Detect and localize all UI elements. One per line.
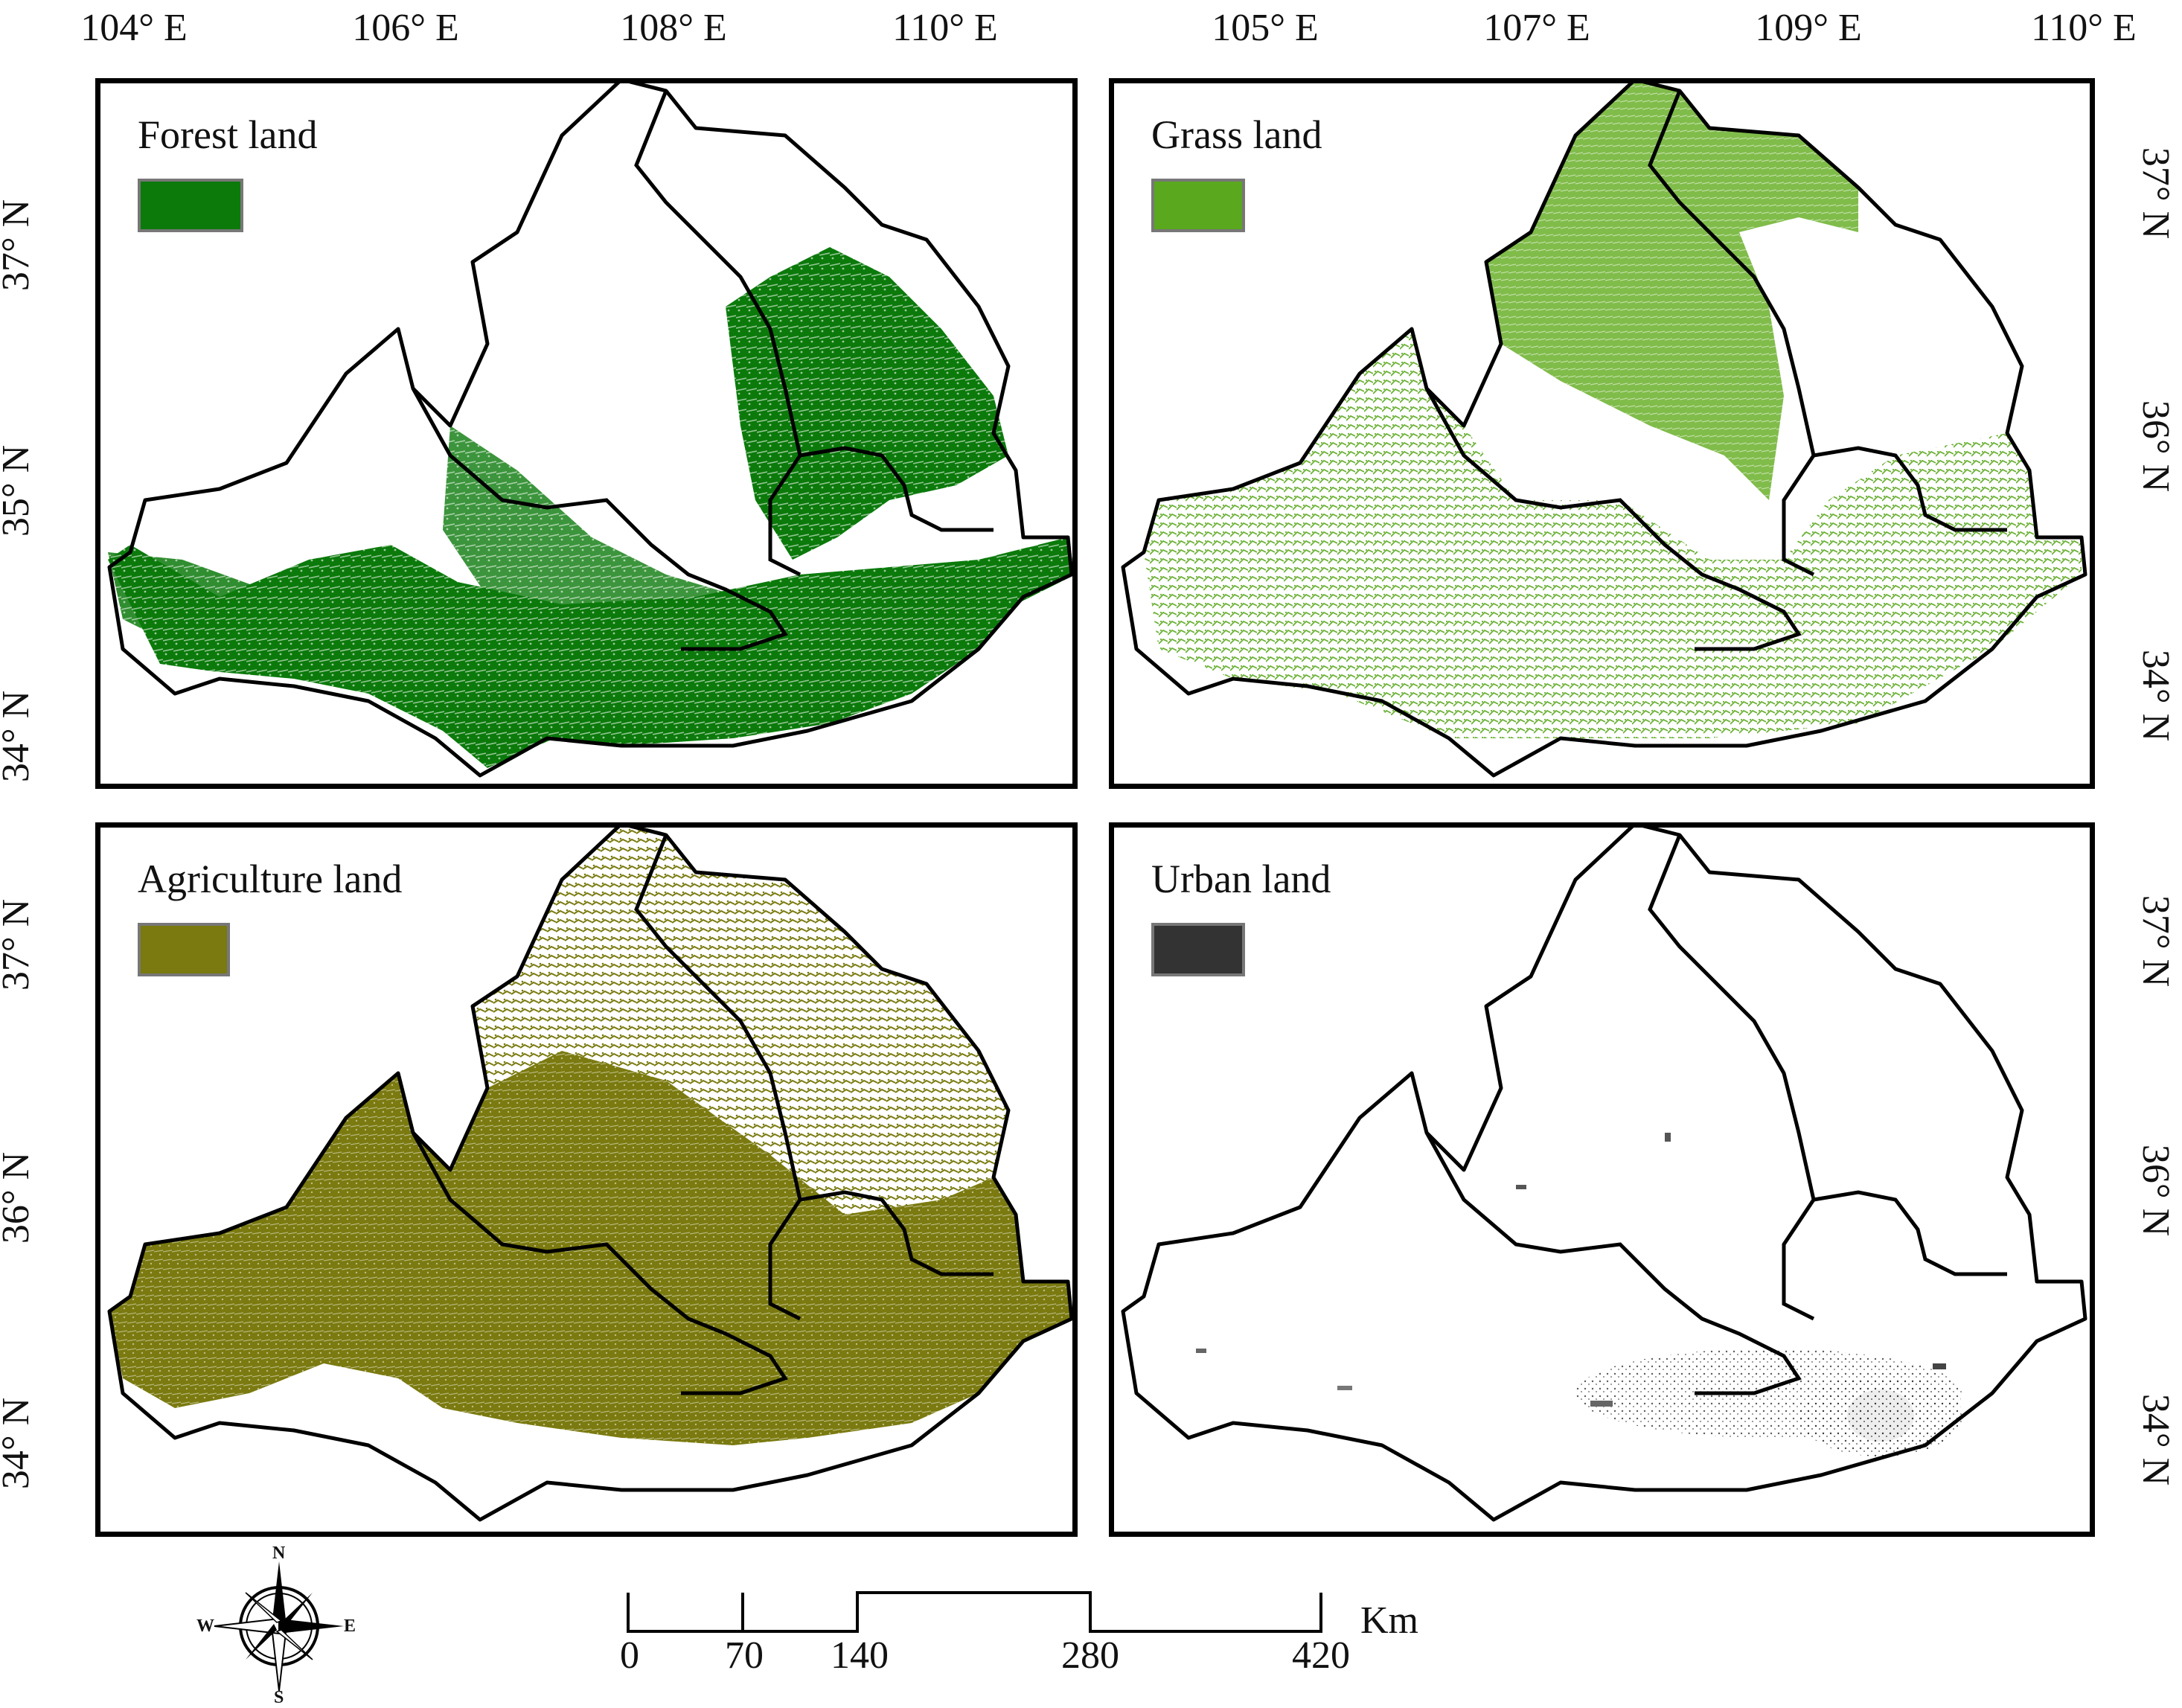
panel-title-agriculture: Agriculture land — [138, 857, 403, 901]
urban-dot-5 — [1665, 1133, 1671, 1142]
sub-basin-line-3 — [1813, 446, 2007, 532]
panel-agriculture-land: Agriculture land — [95, 822, 1078, 1537]
urban-dot-3 — [1337, 1386, 1352, 1390]
sub-basin-line-2 — [411, 1131, 788, 1395]
lat-label-right-34-top: 34° N — [2134, 649, 2178, 742]
basin-boundary — [107, 828, 1072, 1522]
panel-title-urban: Urban land — [1151, 857, 1331, 901]
urban-cluster-xian-halo — [1799, 1375, 1962, 1456]
panel-urban-land: Urban land — [1109, 822, 2095, 1537]
sub-basin-line-1 — [1648, 90, 1816, 577]
forest-swatch — [138, 179, 243, 232]
forest-patch-central — [443, 426, 740, 634]
basin-boundary — [1121, 83, 2087, 778]
sub-basin-line-2 — [411, 387, 788, 651]
lon-label-105: 105° E — [1212, 7, 1319, 49]
forest-patch-east — [726, 247, 1008, 560]
lat-label-left-37-top: 37° N — [0, 199, 38, 292]
forest-patch-west — [108, 552, 264, 649]
urban-dot-4 — [1516, 1185, 1526, 1189]
scale-tick-420: 420 — [1292, 1634, 1350, 1677]
agriculture-map — [107, 828, 1072, 1522]
lon-label-104: 104° E — [80, 7, 188, 49]
compass-w: W — [196, 1616, 214, 1636]
lon-label-106: 106° E — [352, 7, 459, 49]
lat-label-right-36-top: 36° N — [2134, 400, 2178, 493]
scale-tick-140: 140 — [831, 1634, 889, 1677]
lon-label-110: 110° E — [892, 7, 998, 49]
lon-label-107: 107° E — [1483, 7, 1590, 49]
sub-basin-line-1 — [634, 834, 802, 1321]
lon-label-110-right: 110° E — [2031, 7, 2137, 49]
lat-label-left-36-bottom: 36° N — [0, 1152, 38, 1244]
scale-unit: Km — [1360, 1599, 1418, 1642]
grass-region-north — [1486, 83, 1858, 500]
urban-swatch — [1151, 923, 1245, 976]
grass-swatch — [1151, 179, 1245, 232]
sub-basin-line-2 — [1424, 387, 1802, 651]
urban-dot-2 — [1590, 1401, 1613, 1407]
lat-label-right-34-bottom: 34° N — [2134, 1393, 2178, 1486]
lat-label-left-34-top: 34° N — [0, 691, 38, 783]
panel-grass-land: Grass land — [1109, 78, 2095, 789]
urban-dot-1 — [1933, 1363, 1946, 1369]
urban-dot-6 — [1196, 1349, 1206, 1353]
sub-basin-line-3 — [1813, 1190, 2007, 1276]
compass-n: N — [272, 1544, 286, 1563]
scale-tick-70: 70 — [725, 1634, 764, 1677]
sub-basin-line-1 — [634, 90, 802, 577]
sub-basin-line-3 — [799, 446, 994, 532]
agriculture-light-area — [473, 828, 1023, 1282]
basin-boundary — [107, 83, 1072, 778]
scale-tick-280: 280 — [1061, 1634, 1119, 1677]
forest-map — [107, 83, 1072, 778]
sub-basin-line-1 — [1648, 834, 1816, 1321]
lat-label-left-34-bottom: 34° N — [0, 1398, 38, 1490]
compass-s: S — [274, 1688, 284, 1707]
grass-map — [1121, 83, 2087, 778]
sub-basin-line-3 — [799, 1190, 994, 1276]
compass-rose-icon — [214, 1561, 344, 1692]
panel-title-grass: Grass land — [1151, 112, 1322, 157]
compass-rose: N S E W — [196, 1544, 357, 1707]
compass-e: E — [344, 1616, 356, 1636]
lat-label-right-36-bottom: 36° N — [2134, 1144, 2178, 1237]
scale-bar — [627, 1591, 1322, 1633]
panel-title-forest: Forest land — [138, 112, 318, 157]
lat-label-right-37-bottom: 37° N — [2134, 895, 2178, 988]
sub-basin-line-2 — [1424, 1131, 1802, 1395]
scale-tick-0: 0 — [620, 1634, 639, 1677]
basin-boundary — [1121, 828, 2087, 1522]
lon-label-109: 109° E — [1755, 7, 1862, 49]
lat-label-right-37-top: 37° N — [2134, 147, 2178, 240]
panel-forest-land: Forest land — [95, 78, 1078, 789]
lat-label-left-35-top: 35° N — [0, 445, 38, 537]
agriculture-swatch — [138, 923, 230, 976]
lon-label-108: 108° E — [620, 7, 727, 49]
urban-map — [1121, 828, 2087, 1522]
lat-label-left-37-bottom: 37° N — [0, 899, 38, 991]
grass-region-scattered — [1144, 329, 2082, 738]
